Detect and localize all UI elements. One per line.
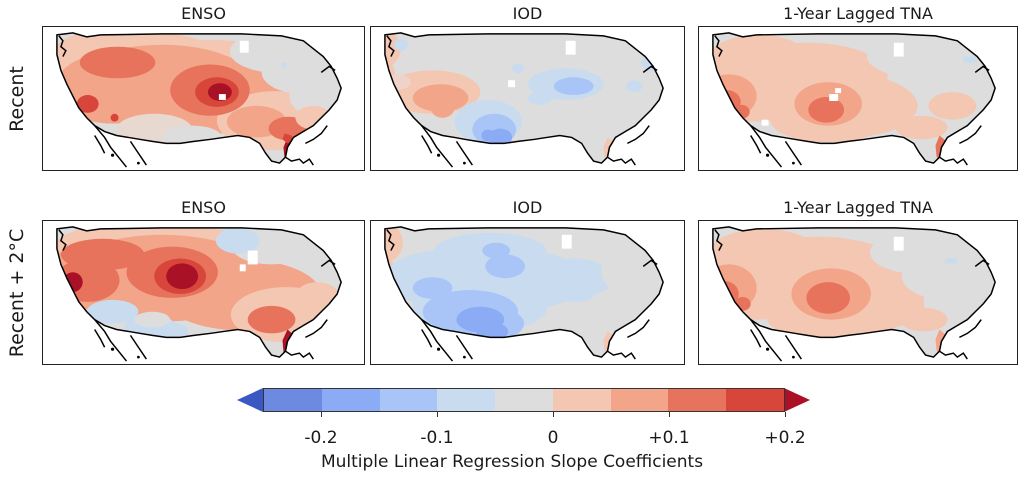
colorbar-band-8	[726, 389, 785, 411]
colorbar-tick-label-0: -0.2	[304, 428, 338, 448]
colorbar-extend-max-arrow	[784, 388, 810, 412]
colorbar-bands	[263, 388, 785, 412]
coastline-outline	[56, 226, 342, 362]
map-panel-warm-tna[interactable]	[698, 220, 1018, 365]
map-panel-warm-iod[interactable]	[370, 220, 685, 365]
colorbar-tick-4	[785, 412, 786, 417]
colorbar-tick-label-1: -0.1	[420, 428, 454, 448]
colorbar-tick-0	[321, 412, 322, 417]
colorbar-caption: Multiple Linear Regression Slope Coeffic…	[320, 452, 704, 472]
panel-title-recent-tna: 1-Year Lagged TNA	[783, 4, 933, 23]
panel-title-warm-tna: 1-Year Lagged TNA	[783, 198, 933, 217]
island-dots	[110, 153, 140, 165]
panel-title-warm-enso: ENSO	[181, 198, 226, 217]
data-raster-recent-enso	[56, 32, 342, 164]
colorbar	[237, 388, 810, 417]
row-label-recent-plus-2c: Recent + 2°C	[6, 228, 28, 358]
coastline-outline	[56, 32, 342, 168]
colorbar-tick-label-2: 0	[547, 428, 559, 448]
map-panel-warm-enso[interactable]	[42, 220, 365, 365]
panel-title-recent-iod: IOD	[512, 4, 543, 23]
panel-title-recent-enso: ENSO	[181, 4, 226, 23]
coastline-outline	[384, 226, 664, 362]
coastline-outline	[712, 32, 996, 168]
row-label-recent: Recent	[6, 66, 28, 132]
colorbar-band-6	[610, 389, 669, 411]
colorbar-band-0	[264, 389, 322, 411]
map-panel-recent-tna[interactable]	[698, 26, 1018, 171]
map-panel-recent-enso[interactable]	[42, 26, 365, 171]
colorbar-band-4	[495, 389, 553, 411]
coastline-outline	[384, 32, 664, 168]
colorbar-tick-label-4: +0.2	[764, 428, 806, 448]
colorbar-tick-label-3: +0.1	[648, 428, 690, 448]
colorbar-band-3	[437, 389, 496, 411]
colorbar-band-5	[552, 389, 611, 411]
colorbar-extend-min-arrow	[237, 388, 263, 412]
colorbar-band-7	[668, 389, 727, 411]
colorbar-tick-3	[669, 412, 670, 417]
data-raster-warm-iod	[384, 226, 664, 358]
panel-title-warm-iod: IOD	[512, 198, 543, 217]
colorbar-band-2	[379, 389, 438, 411]
colorbar-tick-1	[437, 412, 438, 417]
map-panel-recent-iod[interactable]	[370, 26, 685, 171]
colorbar-band-1	[321, 389, 380, 411]
colorbar-tick-2	[553, 412, 554, 417]
coastline-outline	[712, 226, 996, 362]
